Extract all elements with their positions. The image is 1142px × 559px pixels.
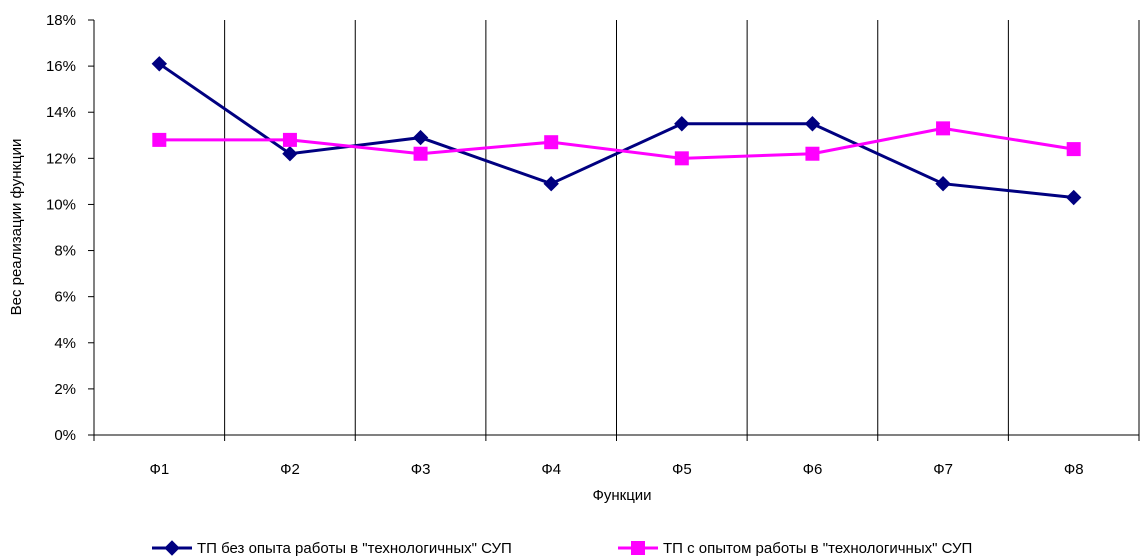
data-point xyxy=(282,146,298,162)
data-point xyxy=(413,146,428,161)
y-tick-label: 16% xyxy=(46,58,76,75)
legend-marker xyxy=(631,541,645,555)
data-point xyxy=(543,175,559,192)
data-point xyxy=(1066,142,1081,157)
data-point xyxy=(152,132,167,147)
legend-label: ТП без опыта работы в "технологичных" СУ… xyxy=(197,540,512,557)
x-tick-label: Ф2 xyxy=(280,461,300,478)
series-line xyxy=(159,126,1074,160)
data-point xyxy=(804,116,821,132)
data-point xyxy=(282,132,297,147)
data-point xyxy=(674,151,689,166)
series-1 xyxy=(151,56,1082,206)
axes xyxy=(88,19,1140,441)
x-tick-label: Ф5 xyxy=(672,461,692,478)
x-tick-label: Ф6 xyxy=(803,461,823,478)
legend-item: ТП без опыта работы в "технологичных" СУ… xyxy=(152,540,512,557)
series-line xyxy=(158,62,1074,200)
x-tick-label: Ф7 xyxy=(933,461,953,478)
y-tick-label: 18% xyxy=(46,12,76,29)
y-tick-label: 0% xyxy=(54,427,76,444)
x-tick-label: Ф4 xyxy=(541,461,561,478)
x-tick-labels: Ф1 Ф2 Ф3 Ф4 Ф5 Ф6 Ф7 Ф8 xyxy=(149,461,1083,478)
data-point xyxy=(412,129,429,146)
data-point xyxy=(151,56,168,72)
x-tick-label: Ф8 xyxy=(1064,461,1084,478)
x-tick-label: Ф1 xyxy=(149,461,169,478)
vertical-gridlines xyxy=(224,20,1140,435)
y-axis-title: Вес реализации функции xyxy=(8,139,25,316)
data-point xyxy=(935,175,951,192)
data-point xyxy=(936,121,951,136)
y-tick-labels: 0% 2% 4% 6% 8% 10% 12% 14% 16% 18% xyxy=(46,12,76,444)
y-tick-label: 8% xyxy=(54,243,76,260)
y-tick-label: 14% xyxy=(46,104,76,121)
legend-marker xyxy=(164,540,180,556)
y-tick-label: 10% xyxy=(46,196,76,213)
x-tick-label: Ф3 xyxy=(411,461,431,478)
legend-item: ТП с опытом работы в "технологичных" СУП xyxy=(618,540,972,557)
y-tick-label: 2% xyxy=(54,381,76,398)
data-point xyxy=(805,146,820,161)
data-point xyxy=(1065,189,1082,206)
y-tick-label: 6% xyxy=(54,289,76,306)
y-tick-label: 4% xyxy=(54,335,76,352)
legend-label: ТП с опытом работы в "технологичных" СУП xyxy=(663,540,972,557)
x-axis-title: Функции xyxy=(592,487,651,504)
data-point xyxy=(544,135,559,150)
series xyxy=(151,56,1082,206)
data-point xyxy=(674,116,690,132)
series-2 xyxy=(152,121,1081,166)
legend: ТП без опыта работы в "технологичных" СУ… xyxy=(152,540,972,557)
y-tick-label: 12% xyxy=(46,150,76,167)
